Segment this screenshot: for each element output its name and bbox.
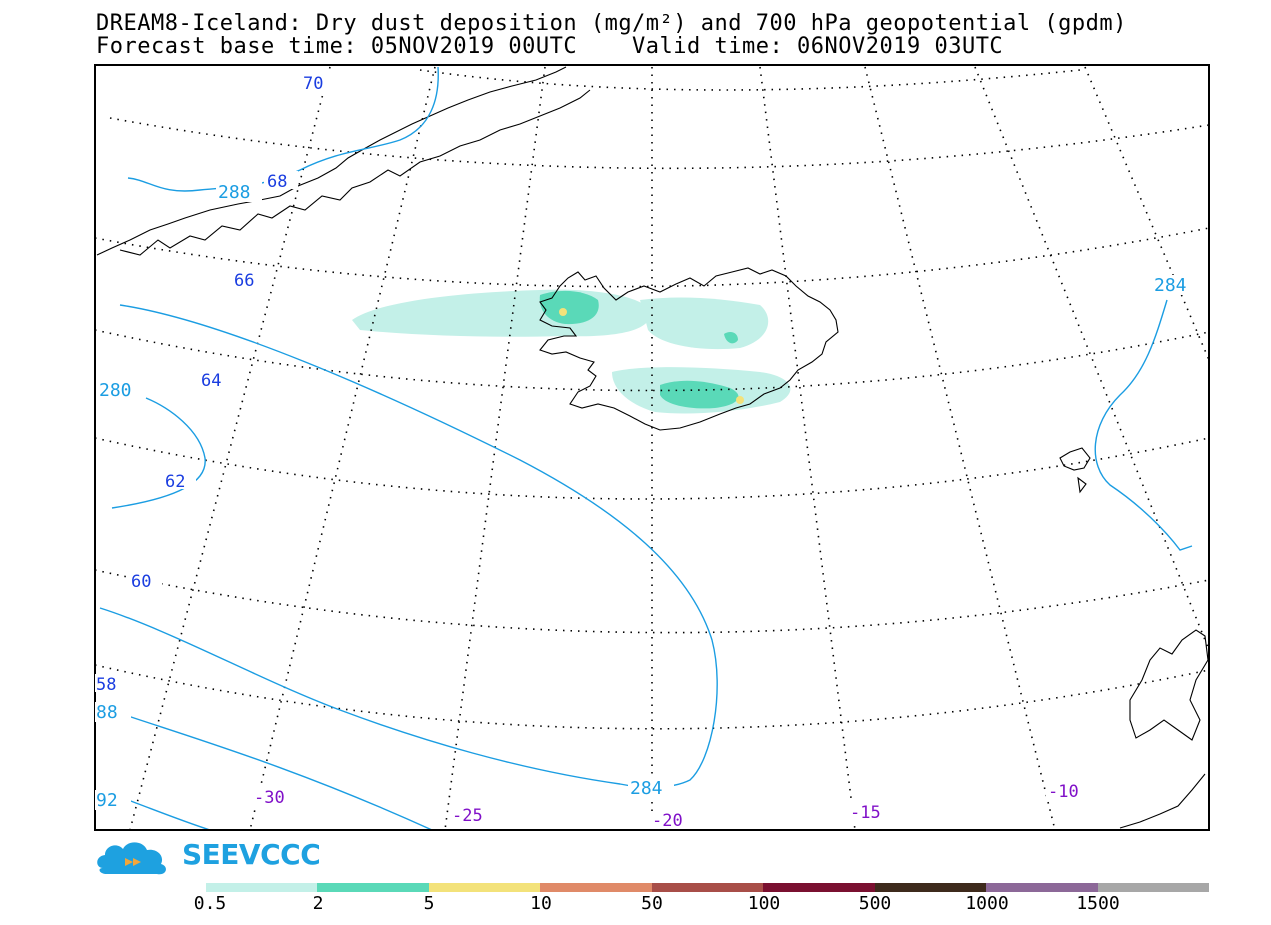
colorbar-segment: [986, 883, 1099, 892]
lat-label-68: 68: [267, 172, 287, 192]
colorbar-label: 10: [530, 893, 552, 914]
colorbar-segment: [540, 883, 653, 892]
lat-label-66: 66: [234, 271, 254, 291]
lon-label-minus10: -10: [1048, 782, 1079, 802]
map-title: DREAM8-Iceland: Dry dust deposition (mg/…: [96, 11, 1127, 36]
meridian-3: [444, 66, 546, 830]
contour-280: [111, 397, 206, 509]
lat-label-64: 64: [201, 371, 221, 391]
seevccc-logo: [97, 842, 166, 875]
colorbar-label: 50: [641, 893, 663, 914]
graticule: [95, 66, 1209, 830]
contour-284-main: [99, 304, 718, 788]
colorbar-label: 100: [747, 893, 781, 914]
colorbar-label: 1500: [1076, 893, 1120, 914]
lat-label-62: 62: [165, 472, 185, 492]
dust-area-south-mid: [660, 380, 739, 409]
parallel-64: [95, 329, 1209, 392]
contour-label-92: 92: [96, 790, 118, 811]
meridian-5: [759, 66, 856, 830]
dust-area-westfjords: [539, 290, 599, 325]
colorbar-label: 1000: [965, 893, 1009, 914]
colorbar-segment: [206, 883, 318, 892]
dust-deposition-field: [352, 289, 791, 414]
dust-area-north-mid: [724, 332, 738, 344]
meridian-7: [974, 66, 1209, 651]
map-subtitle: Forecast base time: 05NOV2019 00UTC Vali…: [96, 34, 1004, 59]
lon-label-minus25: -25: [452, 806, 483, 826]
dust-area-north: [640, 297, 769, 350]
colorbar-segment: [874, 883, 987, 892]
contour-label-284-east: 284: [1154, 275, 1187, 296]
colorbar-segment: [651, 883, 764, 892]
dust-hotspot-south: [736, 396, 744, 404]
coastlines: [96, 66, 1209, 829]
scotland-coast-south: [1119, 773, 1206, 829]
lat-label-58: 58: [96, 675, 116, 695]
greenland-coastline: [96, 66, 567, 256]
contour-label-280: 280: [99, 380, 132, 401]
parallel-60: [95, 569, 1209, 634]
dust-plume-west: [352, 289, 651, 337]
lon-label-minus15: -15: [850, 803, 881, 823]
longitude-labels: -30 -25 -20 -15 -10: [252, 782, 1096, 831]
contour-288-north: [127, 66, 439, 192]
geopotential-contours: [99, 66, 1193, 830]
meridian-8: [1084, 66, 1209, 361]
colorbar-label: 500: [858, 893, 892, 914]
colorbar-segment: [317, 883, 430, 892]
contour-label-88: 88: [96, 702, 118, 723]
contour-label-284-south: 284: [630, 778, 663, 799]
colorbar-segment: [428, 883, 541, 892]
parallel-68: [109, 117, 1209, 170]
lat-label-60: 60: [131, 572, 151, 592]
colorbar-segment: [1097, 883, 1210, 892]
scotland-coastline: [1129, 629, 1209, 741]
colorbar-segment: [763, 883, 876, 892]
colorbar-label: 2: [312, 893, 324, 914]
logo-arrow-icon: [125, 858, 133, 866]
colorbar-label: 0.5: [193, 893, 227, 914]
parallel-58: [95, 664, 1209, 730]
parallel-70: [419, 69, 1081, 91]
map-border: [94, 64, 1210, 831]
greenland-coast-detail: [119, 89, 591, 256]
lon-label-minus20: -20: [652, 811, 683, 831]
parallel-62: [95, 437, 1209, 500]
lon-label-minus30: -30: [254, 788, 285, 808]
contour-labels: 288 284 280 284 88 92: [95, 182, 1198, 811]
faroe-islands: [1059, 447, 1091, 494]
contour-292: [127, 799, 211, 830]
contour-label-288-north: 288: [218, 182, 251, 203]
contour-288-south: [127, 715, 433, 830]
latitude-labels: 70 68 66 64 62 60 58: [95, 73, 334, 695]
cloud-logo-icon: [97, 842, 166, 875]
iceland-coastline: [539, 267, 839, 431]
lat-label-70: 70: [303, 74, 323, 94]
dust-hotspot-westfjords: [559, 308, 567, 316]
logo-text: SEEVCCC: [182, 838, 321, 871]
colorbar-label: 5: [423, 893, 435, 914]
contour-284-east: [1094, 299, 1193, 551]
meridian-6: [864, 66, 1056, 830]
